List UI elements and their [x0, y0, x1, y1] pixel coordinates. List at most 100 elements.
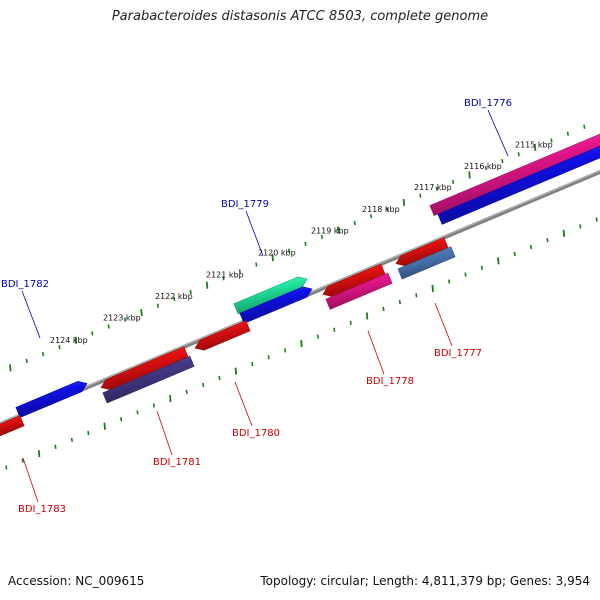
- gene-label[interactable]: BDI_1783: [18, 504, 66, 515]
- lower-ruler-tick: [333, 327, 336, 332]
- upper-ruler-tick: [25, 358, 28, 364]
- tick-label: 2120 kbp: [258, 249, 296, 258]
- lower-ruler-tick: [316, 334, 319, 339]
- gene-label[interactable]: BDI_1780: [232, 428, 280, 439]
- upper-ruler-tick: [419, 193, 422, 198]
- lower-ruler-tick: [365, 312, 369, 320]
- gene-label-leader: [22, 457, 39, 503]
- upper-ruler-tick: [205, 281, 209, 289]
- upper-ruler-tick: [58, 345, 61, 350]
- gene-feature-bdi-1780[interactable]: [194, 320, 251, 351]
- ruler-tick-labels: 2115 kbp 2116 kbp 2117 kbp 2118 kbp 2119 kbp…: [50, 141, 553, 345]
- upper-ruler-tick: [517, 152, 520, 157]
- gene-feature-bdi-1783[interactable]: [0, 415, 25, 437]
- lower-ruler-tick: [87, 430, 90, 436]
- lower-ruler-tick: [218, 375, 221, 381]
- gene-label-leader: [21, 290, 41, 339]
- gene-feature-bdi-1778[interactable]: [322, 263, 386, 297]
- genome-summary-text: Topology: circular; Length: 4,811,379 bp…: [260, 574, 590, 588]
- upper-ruler-tick: [222, 276, 225, 281]
- tick-label: 2115 kbp: [515, 141, 553, 150]
- upper-ruler-tick: [91, 331, 94, 336]
- upper-ruler-tick: [402, 198, 406, 207]
- lower-ruler-tick: [415, 293, 418, 298]
- lower-ruler-tick: [202, 382, 205, 387]
- tick-label: 2124 kbp: [50, 336, 88, 345]
- tick-label: 2123 kbp: [103, 314, 141, 323]
- gene-label-leader: [487, 109, 509, 157]
- upper-ruler-tick: [533, 143, 537, 151]
- lower-ruler-tick: [595, 217, 598, 222]
- ruler-ticks: [5, 124, 598, 470]
- upper-ruler-tick: [271, 254, 274, 262]
- lower-ruler-tick: [546, 238, 549, 243]
- upper-ruler-tick: [566, 131, 569, 136]
- accession-text: Accession: NC_009615: [8, 574, 145, 588]
- upper-ruler-tick: [107, 324, 110, 329]
- gene-label-leader: [434, 302, 453, 347]
- lower-ruler-tick: [185, 389, 188, 394]
- gene-label[interactable]: BDI_1777: [434, 348, 482, 359]
- lower-ruler-tick: [448, 279, 451, 284]
- gene-label-leader: [367, 330, 385, 375]
- gene-feature[interactable]: [102, 355, 195, 404]
- tick-label: 2119 kbp: [311, 226, 349, 235]
- lower-ruler-tick: [267, 355, 270, 360]
- lower-ruler-tick: [70, 437, 73, 443]
- gene-labels: BDI_1776 BDI_1779 BDI_1782 BDI_1777 BDI_1778…: [1, 98, 512, 515]
- lower-ruler-tick: [530, 244, 533, 250]
- lower-ruler-tick: [349, 320, 352, 325]
- upper-ruler-tick: [320, 234, 323, 240]
- lower-ruler-tick: [136, 410, 139, 415]
- upper-ruler-tick: [370, 214, 373, 219]
- gene-label[interactable]: BDI_1779: [221, 199, 269, 210]
- gene-label[interactable]: BDI_1782: [1, 279, 49, 290]
- gene-feature-bdi-1776[interactable]: [429, 133, 600, 216]
- lower-ruler-tick: [169, 395, 172, 403]
- upper-ruler-tick: [74, 336, 78, 344]
- gene-label[interactable]: BDI_1778: [366, 376, 414, 387]
- lower-ruler-tick: [251, 362, 254, 367]
- lower-ruler-tick: [152, 403, 155, 408]
- lower-ruler-tick: [513, 251, 516, 257]
- upper-ruler-tick: [9, 364, 12, 372]
- upper-ruler-tick: [550, 138, 553, 143]
- lower-ruler-tick: [579, 224, 582, 229]
- tick-label: 2117 kbp: [414, 183, 452, 192]
- lower-ruler-tick: [103, 422, 106, 430]
- upper-ruler-tick: [583, 124, 586, 129]
- gene-feature-bdi-1781[interactable]: [100, 346, 189, 391]
- gene-label[interactable]: BDI_1776: [464, 98, 512, 109]
- upper-ruler-tick: [156, 303, 159, 308]
- upper-ruler-tick: [452, 179, 455, 184]
- gene-feature-bdi-1782[interactable]: [15, 380, 88, 418]
- gene-feature-bdi-1777[interactable]: [395, 237, 449, 267]
- upper-ruler-tick: [468, 171, 471, 179]
- upper-ruler-tick: [501, 159, 504, 164]
- lower-ruler-tick: [54, 444, 57, 449]
- lower-ruler-tick: [480, 265, 483, 270]
- lower-ruler-tick: [37, 450, 41, 458]
- lower-ruler-tick: [284, 348, 287, 353]
- upper-ruler-tick: [435, 186, 438, 191]
- gene-feature[interactable]: [437, 145, 600, 225]
- lower-ruler-tick: [497, 257, 500, 265]
- lower-ruler-tick: [562, 229, 566, 237]
- gene-label[interactable]: BDI_1781: [153, 457, 201, 468]
- gene-feature[interactable]: [397, 246, 456, 280]
- gene-feature[interactable]: [325, 272, 393, 310]
- upper-ruler-tick: [386, 207, 389, 212]
- upper-ruler-tick: [337, 226, 340, 234]
- gene-label-leader: [245, 210, 264, 257]
- upper-ruler-tick: [304, 241, 307, 246]
- upper-ruler-tick: [255, 262, 258, 267]
- upper-ruler-tick: [124, 317, 127, 322]
- lower-ruler-tick: [21, 458, 24, 463]
- upper-ruler-tick: [173, 296, 176, 302]
- gene-feature-bdi-1779[interactable]: [233, 276, 308, 315]
- tick-label: 2116 kbp: [464, 162, 502, 171]
- lower-ruler-tick: [120, 417, 123, 422]
- gene-label-leader: [156, 410, 173, 456]
